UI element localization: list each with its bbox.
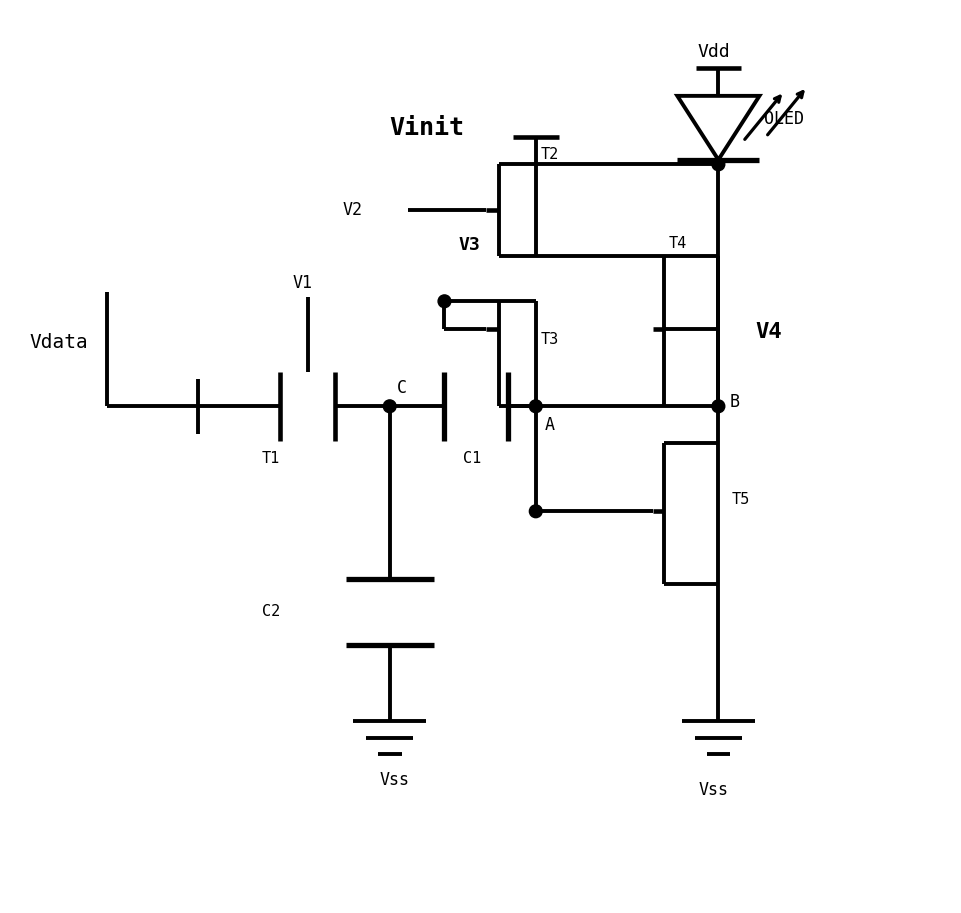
Text: T4: T4: [668, 236, 686, 251]
Text: Vdata: Vdata: [29, 333, 87, 352]
Text: Vss: Vss: [698, 781, 728, 799]
Circle shape: [711, 158, 724, 171]
Text: Vss: Vss: [379, 771, 408, 790]
Text: C: C: [397, 379, 407, 397]
Text: V1: V1: [293, 274, 312, 292]
Text: OLED: OLED: [763, 110, 803, 128]
Circle shape: [437, 295, 451, 308]
Text: Vinit: Vinit: [389, 116, 464, 140]
Text: C2: C2: [261, 604, 280, 619]
Text: T3: T3: [540, 332, 558, 347]
Text: T1: T1: [261, 451, 280, 466]
Circle shape: [382, 400, 396, 413]
Text: Vdd: Vdd: [697, 43, 729, 61]
Text: C1: C1: [462, 451, 480, 466]
Text: V2: V2: [342, 201, 362, 219]
Text: V4: V4: [754, 322, 781, 342]
Text: T2: T2: [540, 147, 558, 162]
Text: A: A: [544, 415, 554, 434]
Circle shape: [711, 400, 724, 413]
Text: T5: T5: [731, 492, 750, 507]
Text: B: B: [728, 393, 739, 411]
Circle shape: [529, 505, 542, 518]
Circle shape: [529, 400, 542, 413]
Text: V3: V3: [457, 236, 480, 254]
